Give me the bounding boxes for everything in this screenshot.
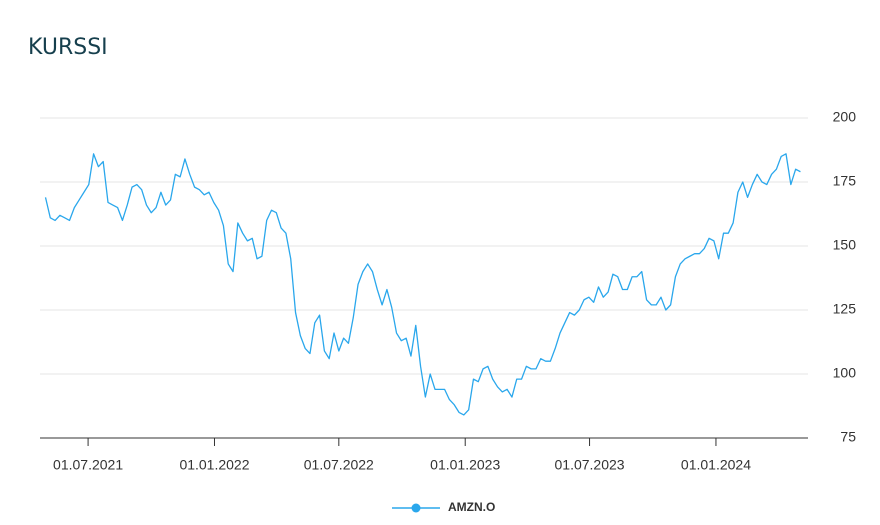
legend-label: AMZN.O xyxy=(448,500,495,514)
x-tick-label: 01.01.2024 xyxy=(681,457,751,473)
y-tick-label: 150 xyxy=(833,237,857,253)
y-tick-label: 100 xyxy=(833,365,857,381)
chart-title: KURSSI xyxy=(28,35,108,60)
y-tick-label: 200 xyxy=(833,109,857,125)
y-tick-label: 175 xyxy=(833,173,857,189)
x-tick-label: 01.07.2022 xyxy=(304,457,374,473)
x-tick-label: 01.01.2022 xyxy=(179,457,249,473)
x-tick-label: 01.01.2023 xyxy=(430,457,500,473)
x-tick-label: 01.07.2021 xyxy=(53,457,123,473)
y-tick-label: 75 xyxy=(840,429,856,445)
price-line xyxy=(44,153,801,416)
legend-marker xyxy=(411,503,421,513)
x-tick-label: 01.07.2023 xyxy=(555,457,625,473)
y-tick-label: 125 xyxy=(833,301,857,317)
